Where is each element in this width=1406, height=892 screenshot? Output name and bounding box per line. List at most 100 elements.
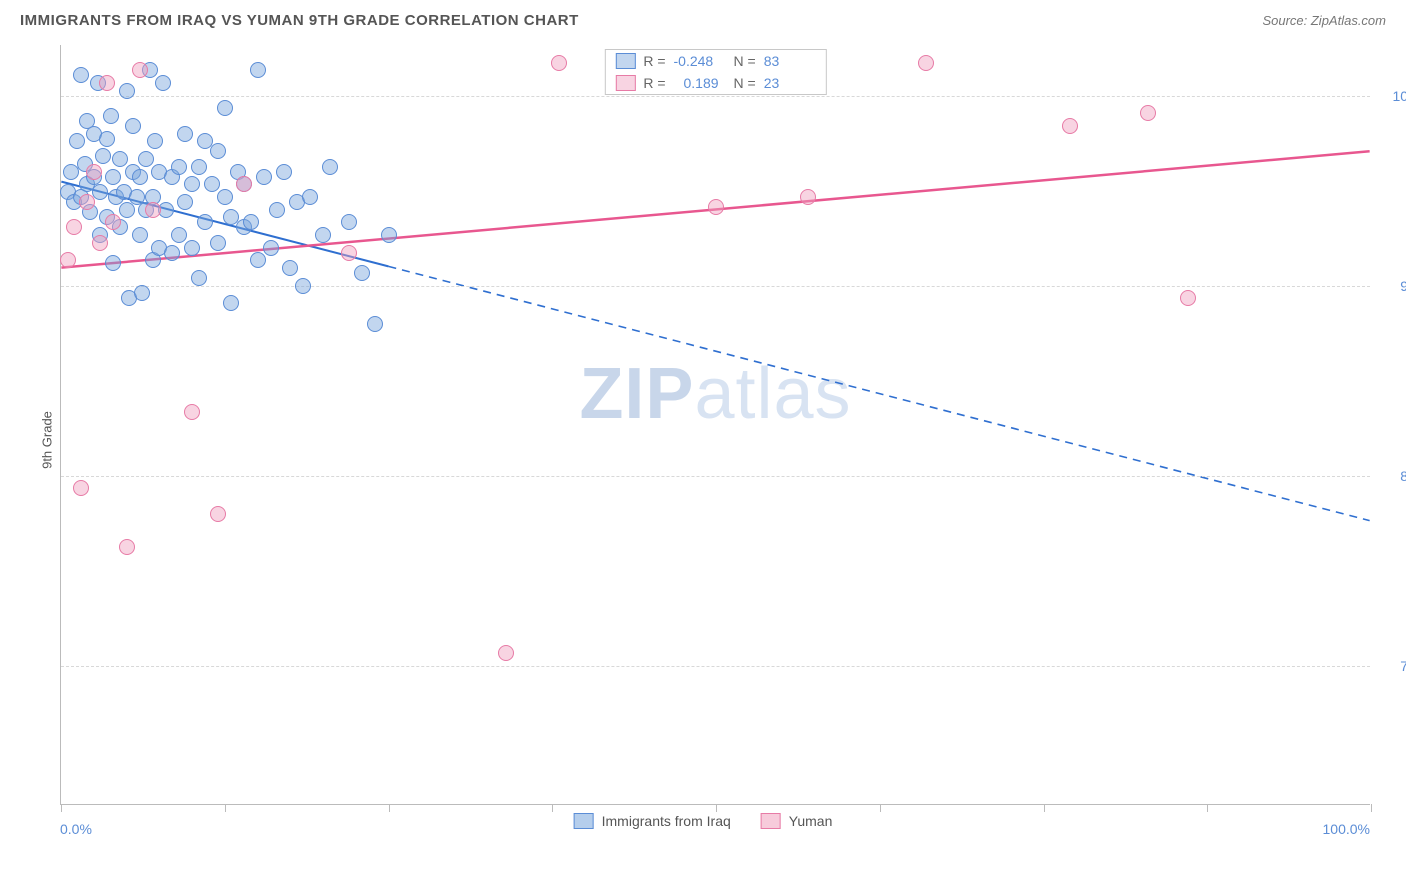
data-point-series-0 — [103, 108, 119, 124]
x-tick — [1371, 804, 1372, 812]
data-point-series-0 — [99, 131, 115, 147]
x-axis-max-label: 100.0% — [1323, 821, 1370, 837]
data-point-series-0 — [73, 67, 89, 83]
trendline-dashed — [388, 266, 1369, 520]
data-point-series-0 — [164, 245, 180, 261]
data-point-series-1 — [132, 62, 148, 78]
source-credit: Source: ZipAtlas.com — [1262, 13, 1386, 28]
data-point-series-0 — [302, 189, 318, 205]
x-tick — [552, 804, 553, 812]
data-point-series-0 — [381, 227, 397, 243]
data-point-series-1 — [92, 235, 108, 251]
x-axis-min-label: 0.0% — [60, 821, 92, 837]
data-point-series-0 — [119, 83, 135, 99]
y-axis-label: 9th Grade — [39, 411, 54, 469]
data-point-series-1 — [1140, 105, 1156, 121]
data-point-series-0 — [112, 151, 128, 167]
gridline — [61, 96, 1370, 97]
data-point-series-0 — [295, 278, 311, 294]
x-tick — [1044, 804, 1045, 812]
data-point-series-1 — [79, 194, 95, 210]
data-point-series-0 — [191, 159, 207, 175]
data-point-series-0 — [341, 214, 357, 230]
data-point-series-0 — [184, 240, 200, 256]
x-tick — [389, 804, 390, 812]
watermark: ZIPatlas — [579, 353, 851, 435]
swatch-series-1 — [615, 75, 635, 91]
data-point-series-0 — [354, 265, 370, 281]
legend-label-0: Immigrants from Iraq — [602, 813, 731, 829]
data-point-series-0 — [105, 255, 121, 271]
data-point-series-0 — [177, 126, 193, 142]
trend-lines — [61, 45, 1370, 804]
data-point-series-1 — [210, 506, 226, 522]
data-point-series-0 — [69, 133, 85, 149]
data-point-series-0 — [191, 270, 207, 286]
x-tick — [716, 804, 717, 812]
data-point-series-0 — [177, 194, 193, 210]
data-point-series-0 — [155, 75, 171, 91]
data-point-series-0 — [134, 285, 150, 301]
data-point-series-0 — [256, 169, 272, 185]
y-tick-label: 100.0% — [1380, 88, 1406, 104]
gridline — [61, 666, 1370, 667]
data-point-series-0 — [95, 148, 111, 164]
x-tick — [880, 804, 881, 812]
data-point-series-1 — [184, 404, 200, 420]
data-point-series-0 — [171, 159, 187, 175]
x-tick — [225, 804, 226, 812]
data-point-series-0 — [125, 118, 141, 134]
x-tick — [61, 804, 62, 812]
data-point-series-1 — [145, 202, 161, 218]
data-point-series-1 — [105, 214, 121, 230]
data-point-series-1 — [551, 55, 567, 71]
data-point-series-1 — [918, 55, 934, 71]
data-point-series-0 — [217, 189, 233, 205]
data-point-series-0 — [138, 151, 154, 167]
data-point-series-0 — [250, 62, 266, 78]
data-point-series-1 — [86, 164, 102, 180]
data-point-series-0 — [217, 100, 233, 116]
y-tick-label: 92.5% — [1380, 278, 1406, 294]
data-point-series-0 — [282, 260, 298, 276]
chart-container: 9th Grade ZIPatlas R = -0.248 N = 83 R =… — [20, 45, 1386, 835]
data-point-series-0 — [147, 133, 163, 149]
swatch-series-0 — [615, 53, 635, 69]
data-point-series-0 — [105, 169, 121, 185]
legend-label-1: Yuman — [789, 813, 833, 829]
data-point-series-1 — [119, 539, 135, 555]
data-point-series-0 — [250, 252, 266, 268]
data-point-series-0 — [119, 202, 135, 218]
data-point-series-1 — [1062, 118, 1078, 134]
legend-item-1: Yuman — [761, 813, 833, 829]
legend-item-0: Immigrants from Iraq — [574, 813, 731, 829]
data-point-series-1 — [498, 645, 514, 661]
plot-area: ZIPatlas R = -0.248 N = 83 R = 0.189 N =… — [60, 45, 1370, 805]
data-point-series-1 — [708, 199, 724, 215]
data-point-series-0 — [210, 235, 226, 251]
data-point-series-0 — [315, 227, 331, 243]
data-point-series-0 — [322, 159, 338, 175]
x-tick — [1207, 804, 1208, 812]
data-point-series-0 — [197, 214, 213, 230]
data-point-series-0 — [263, 240, 279, 256]
data-point-series-1 — [99, 75, 115, 91]
data-point-series-0 — [269, 202, 285, 218]
gridline — [61, 286, 1370, 287]
y-tick-label: 77.5% — [1380, 658, 1406, 674]
data-point-series-1 — [60, 252, 76, 268]
data-point-series-0 — [132, 227, 148, 243]
legend-swatch-1 — [761, 813, 781, 829]
data-point-series-0 — [132, 169, 148, 185]
data-point-series-0 — [276, 164, 292, 180]
series-legend: Immigrants from Iraq Yuman — [574, 813, 833, 829]
data-point-series-0 — [210, 143, 226, 159]
legend-row-series-1: R = 0.189 N = 23 — [605, 72, 825, 94]
data-point-series-1 — [1180, 290, 1196, 306]
y-tick-label: 85.0% — [1380, 468, 1406, 484]
data-point-series-1 — [66, 219, 82, 235]
data-point-series-0 — [223, 295, 239, 311]
data-point-series-1 — [800, 189, 816, 205]
correlation-legend: R = -0.248 N = 83 R = 0.189 N = 23 — [604, 49, 826, 95]
data-point-series-0 — [367, 316, 383, 332]
